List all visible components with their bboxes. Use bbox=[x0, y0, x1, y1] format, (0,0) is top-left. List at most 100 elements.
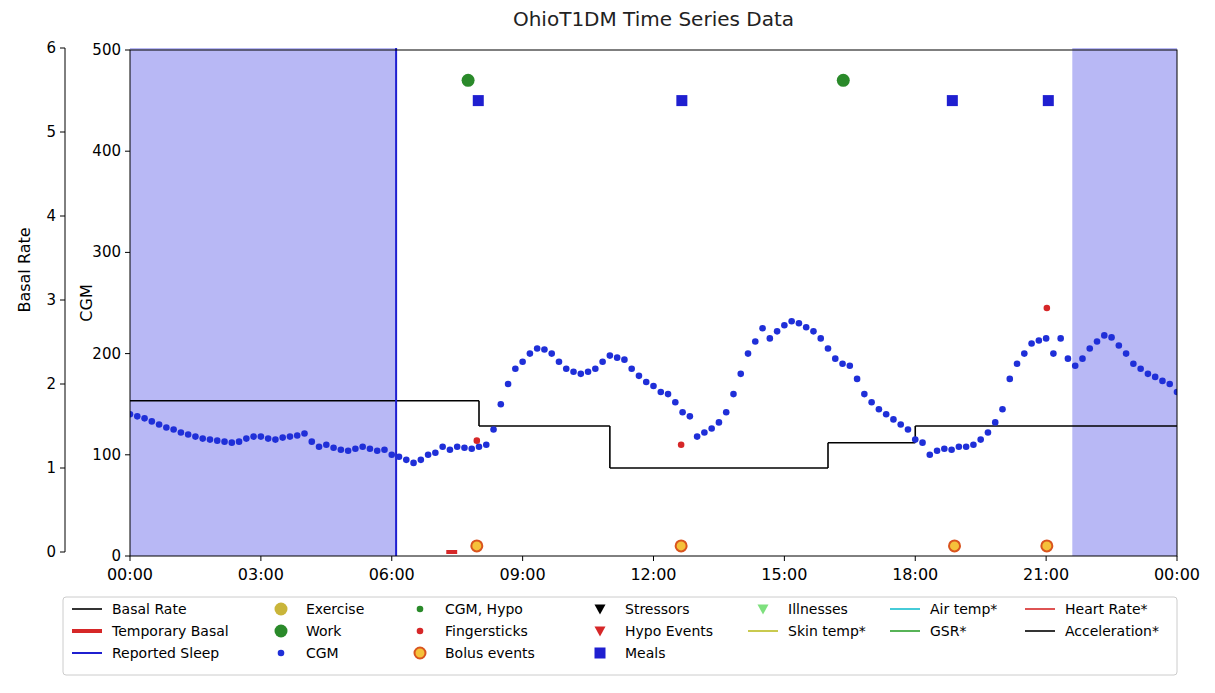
basal-step bbox=[828, 442, 915, 444]
series-marker bbox=[1043, 335, 1050, 342]
y2-tick bbox=[125, 353, 130, 354]
series-marker bbox=[1137, 365, 1144, 372]
series-marker bbox=[948, 446, 955, 453]
x-tick bbox=[130, 556, 131, 561]
series-marker bbox=[1086, 345, 1093, 352]
series-marker bbox=[810, 328, 817, 335]
x-tick-label: 06:00 bbox=[369, 565, 415, 584]
series-marker bbox=[1108, 334, 1115, 341]
series-marker bbox=[745, 350, 752, 357]
series-marker bbox=[338, 446, 345, 453]
series-marker bbox=[767, 335, 774, 342]
x-tick-label: 21:00 bbox=[1023, 565, 1069, 584]
series-marker bbox=[570, 369, 577, 376]
series-marker bbox=[876, 406, 883, 413]
series-marker bbox=[676, 540, 687, 551]
legend-marker bbox=[417, 628, 424, 635]
series-marker bbox=[163, 424, 170, 431]
series-marker bbox=[1152, 374, 1159, 381]
series-marker bbox=[498, 401, 505, 408]
series-marker bbox=[847, 362, 854, 369]
series-marker bbox=[258, 433, 265, 440]
series-marker bbox=[432, 449, 439, 456]
series-marker bbox=[323, 441, 330, 448]
y-tick bbox=[60, 384, 65, 385]
y2-axis-label: CGM bbox=[77, 284, 96, 321]
y-tick bbox=[60, 132, 65, 133]
series-marker bbox=[439, 443, 446, 450]
x-tick bbox=[522, 556, 523, 561]
x-tick bbox=[784, 556, 785, 561]
x-tick-label: 00:00 bbox=[1154, 565, 1200, 584]
series-marker bbox=[418, 457, 425, 464]
legend-label: Fingersticks bbox=[445, 623, 528, 639]
series-marker bbox=[759, 325, 766, 332]
series-marker bbox=[403, 457, 410, 464]
series-marker bbox=[374, 447, 381, 454]
series-marker bbox=[512, 365, 519, 372]
legend-line bbox=[1025, 608, 1055, 610]
y2-tick-label: 500 bbox=[92, 41, 121, 59]
x-tick-label: 00:00 bbox=[107, 565, 153, 584]
series-marker bbox=[359, 443, 366, 450]
series-marker bbox=[1072, 362, 1079, 369]
series-marker bbox=[1094, 338, 1101, 345]
series-marker bbox=[272, 436, 279, 443]
series-marker bbox=[221, 438, 228, 445]
series-marker bbox=[541, 346, 548, 353]
y-tick bbox=[60, 300, 65, 301]
series-marker bbox=[185, 431, 192, 438]
series-marker bbox=[672, 399, 679, 406]
legend-line bbox=[890, 630, 920, 632]
series-marker bbox=[454, 443, 461, 450]
series-marker bbox=[701, 429, 708, 436]
series-marker bbox=[1123, 350, 1130, 357]
series-marker bbox=[737, 371, 744, 378]
series-marker bbox=[577, 371, 584, 378]
series-marker bbox=[941, 445, 948, 452]
x-tick bbox=[1177, 556, 1178, 561]
legend-marker bbox=[758, 605, 769, 615]
legend-line bbox=[72, 652, 102, 654]
series-marker bbox=[462, 74, 475, 87]
series-marker bbox=[483, 441, 490, 448]
legend-marker bbox=[595, 605, 606, 615]
legend-label: Hypo Events bbox=[625, 623, 713, 639]
plot-area bbox=[130, 48, 1177, 556]
legend-label: Heart Rate* bbox=[1065, 601, 1148, 617]
series-marker bbox=[643, 379, 650, 386]
series-marker bbox=[316, 443, 323, 450]
series-marker bbox=[563, 365, 570, 372]
series-marker bbox=[694, 433, 701, 440]
series-marker bbox=[657, 389, 664, 396]
series-marker bbox=[156, 421, 163, 428]
series-marker bbox=[519, 358, 526, 365]
y2-tick bbox=[125, 50, 130, 51]
series-marker bbox=[548, 350, 555, 357]
series-marker bbox=[367, 445, 374, 452]
x-tick-label: 15:00 bbox=[761, 565, 807, 584]
series-marker bbox=[1145, 371, 1152, 378]
legend-label: Stressors bbox=[625, 601, 690, 617]
series-marker bbox=[803, 324, 810, 331]
series-marker bbox=[676, 95, 687, 106]
legend-label: CGM, Hypo bbox=[445, 601, 523, 617]
series-marker bbox=[788, 318, 795, 325]
legend-line bbox=[1025, 630, 1055, 632]
series-marker bbox=[556, 358, 563, 365]
series-marker bbox=[410, 460, 417, 467]
series-marker bbox=[490, 426, 497, 433]
series-marker bbox=[1043, 95, 1054, 106]
legend-line bbox=[890, 608, 920, 610]
basal-step bbox=[610, 467, 828, 469]
series-marker bbox=[149, 418, 156, 425]
y-tick-label: 2 bbox=[46, 375, 56, 393]
legend-label: Bolus events bbox=[445, 645, 535, 661]
legend-label: Skin temp* bbox=[788, 623, 866, 639]
series-marker bbox=[837, 74, 850, 87]
series-marker bbox=[1028, 340, 1035, 347]
series-marker bbox=[243, 435, 250, 442]
series-marker bbox=[636, 373, 643, 380]
series-marker bbox=[330, 444, 337, 451]
legend-label: GSR* bbox=[930, 623, 966, 639]
